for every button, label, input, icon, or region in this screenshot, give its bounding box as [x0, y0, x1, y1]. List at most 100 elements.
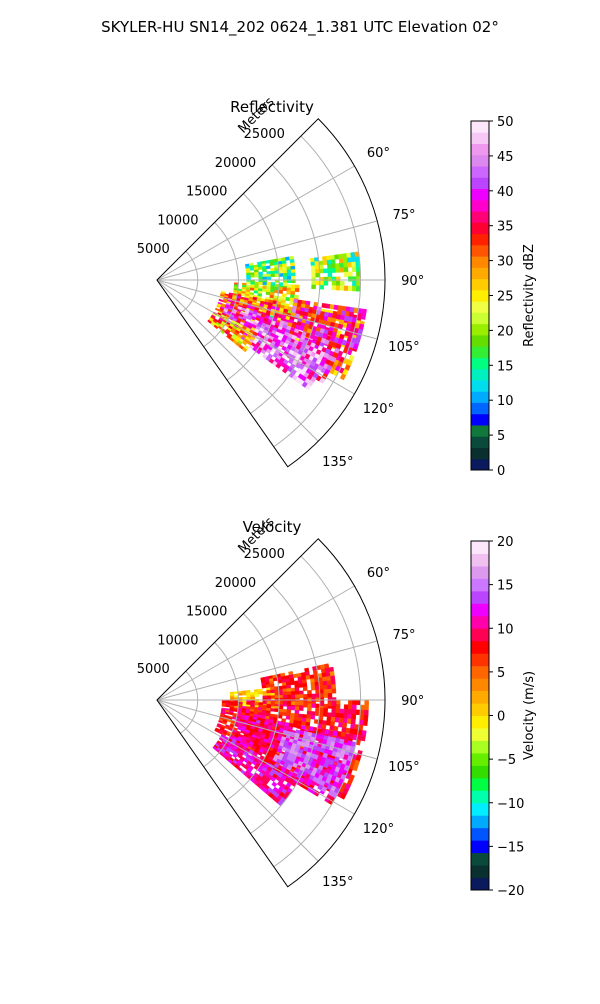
velocity-colorbar-swatch — [471, 553, 489, 567]
reflectivity-colorbar-swatch — [471, 368, 489, 381]
reflectivity-azimuth-tick-label: 90° — [401, 274, 424, 289]
reflectivity-radar-data — [207, 251, 367, 391]
velocity-colorbar-swatch — [471, 578, 489, 592]
reflectivity-colorbar-tick-label: 35 — [497, 220, 514, 235]
velocity-colorbar-swatch — [471, 865, 489, 879]
velocity-azimuth-tick-label: 135° — [322, 875, 353, 890]
reflectivity-colorbar-swatch — [471, 132, 489, 145]
reflectivity-colorbar-tick-label: 20 — [497, 324, 514, 339]
reflectivity-colorbar-swatch — [471, 323, 489, 336]
velocity-colorbar: −20 −15 −10 −5 0 5 10 15 20 — [470, 535, 524, 899]
reflectivity-colorbar-swatch — [471, 211, 489, 223]
velocity-azimuth-tick-label: 120° — [363, 822, 394, 837]
reflectivity-colorbar-swatch — [471, 121, 489, 133]
reflectivity-colorbar-swatch — [471, 154, 489, 167]
velocity-range-tick-label: 25000 — [244, 547, 285, 562]
velocity-colorbar-swatch — [471, 790, 489, 804]
velocity-range-ring — [250, 584, 321, 834]
velocity-colorbar-swatch — [471, 827, 489, 841]
reflectivity-colorbar-swatch — [471, 334, 489, 347]
velocity-sector-outline — [156, 538, 386, 888]
velocity-colorbar-tick-label: 20 — [497, 535, 514, 550]
reflectivity-range-ticks: 5000 10000 15000 20000 25000 — [137, 127, 285, 257]
reflectivity-colorbar-tick-label: 15 — [497, 359, 514, 374]
reflectivity-range-ring — [203, 222, 239, 348]
reflectivity-colorbar: 0 5 10 15 20 25 30 35 40 45 50 — [470, 115, 514, 479]
reflectivity-azimuth-gridline — [156, 220, 378, 281]
velocity-azimuth-gridline — [156, 699, 378, 760]
reflectivity-azimuth-ticks: 60° 75° 90° 105° 120° 135° — [322, 146, 424, 470]
reflectivity-sector-outline — [156, 118, 386, 468]
reflectivity-colorbar-swatch — [471, 244, 489, 257]
velocity-colorbar-swatch — [471, 653, 489, 667]
reflectivity-colorbar-tick-label: 50 — [497, 115, 514, 130]
velocity-range-ring — [273, 555, 361, 868]
figure-suptitle: SKYLER-HU SN14_202 0624_1.381 UTC Elevat… — [101, 18, 499, 37]
reflectivity-azimuth-tick-label: 105° — [388, 340, 419, 355]
reflectivity-colorbar-swatch — [471, 424, 489, 437]
reflectivity-colorbar-swatch — [471, 346, 489, 358]
reflectivity-range-tick-label: 25000 — [244, 127, 285, 142]
velocity-range-tick-label: 20000 — [215, 576, 256, 591]
reflectivity-colorbar-swatch — [471, 312, 489, 325]
velocity-range-ring — [203, 642, 239, 768]
reflectivity-range-ring — [250, 164, 321, 414]
velocity-range-tick-label: 5000 — [137, 662, 170, 677]
reflectivity-colorbar-swatch — [471, 402, 489, 415]
velocity-colorbar-tick-label: −10 — [497, 797, 524, 812]
reflectivity-range-tick-label: 5000 — [137, 242, 170, 257]
reflectivity-azimuth-tick-label: 60° — [367, 146, 390, 161]
velocity-azimuth-ticks: 60° 75° 90° 105° 120° 135° — [322, 566, 424, 890]
velocity-colorbar-swatch — [471, 628, 489, 642]
velocity-colorbar-swatch — [471, 690, 489, 704]
velocity-colorbar-swatch — [471, 727, 489, 741]
reflectivity-range-tick-label: 15000 — [186, 185, 227, 200]
reflectivity-colorbar-tick-label: 45 — [497, 150, 514, 165]
velocity-title: Velocity — [243, 518, 302, 536]
velocity-azimuth-gridline — [156, 585, 355, 701]
velocity-range-tick-label: 15000 — [186, 605, 227, 620]
reflectivity-range-ring — [180, 250, 199, 314]
velocity-range-tick-label: 10000 — [157, 633, 198, 648]
reflectivity-title: Reflectivity — [230, 98, 314, 116]
velocity-echo-region — [260, 663, 337, 707]
reflectivity-colorbar-swatch — [471, 233, 489, 246]
velocity-echo-region — [270, 729, 357, 799]
reflectivity-colorbar-tick-label: 0 — [497, 464, 505, 479]
reflectivity-echo-region — [309, 251, 361, 292]
reflectivity-colorbar-label: Reflectivity dBZ — [522, 244, 537, 347]
reflectivity-colorbar-swatch — [471, 166, 489, 178]
reflectivity-colorbar-swatch — [471, 413, 489, 426]
velocity-colorbar-swatch — [471, 877, 489, 891]
velocity-colorbar-swatch — [471, 615, 489, 629]
velocity-colorbar-swatch — [471, 852, 489, 866]
reflectivity-colorbar-swatch — [471, 447, 489, 460]
reflectivity-colorbar-swatch — [471, 256, 489, 268]
velocity-colorbar-swatch — [471, 590, 489, 604]
reflectivity-range-tick-label: 10000 — [157, 213, 198, 228]
reflectivity-colorbar-swatch — [471, 222, 489, 235]
velocity-colorbar-swatch — [471, 678, 489, 692]
velocity-colorbar-tick-label: 15 — [497, 579, 514, 594]
reflectivity-colorbar-swatch — [471, 199, 489, 212]
velocity-azimuth-gridline — [156, 699, 355, 815]
velocity-colorbar-label: Velocity (m/s) — [522, 671, 537, 760]
velocity-colorbar-swatch — [471, 815, 489, 829]
reflectivity-echo-region — [287, 299, 367, 350]
velocity-colorbar-swatch — [471, 640, 489, 654]
reflectivity-colorbar-swatch — [471, 436, 489, 448]
velocity-colorbar-swatch — [471, 715, 489, 729]
velocity-colorbar-tick-label: 5 — [497, 666, 505, 681]
velocity-range-ring — [180, 670, 199, 734]
reflectivity-colorbar-swatch — [471, 267, 489, 280]
velocity-colorbar-swatch — [471, 703, 489, 716]
velocity-polar-grid — [156, 538, 386, 888]
velocity-colorbar-tick-label: −20 — [497, 884, 524, 899]
reflectivity-colorbar-swatch — [471, 278, 489, 291]
reflectivity-colorbar-tick-label: 10 — [497, 394, 514, 409]
reflectivity-polar-grid — [156, 118, 386, 468]
velocity-colorbar-swatch — [471, 740, 489, 754]
reflectivity-colorbar-swatch — [471, 458, 489, 471]
